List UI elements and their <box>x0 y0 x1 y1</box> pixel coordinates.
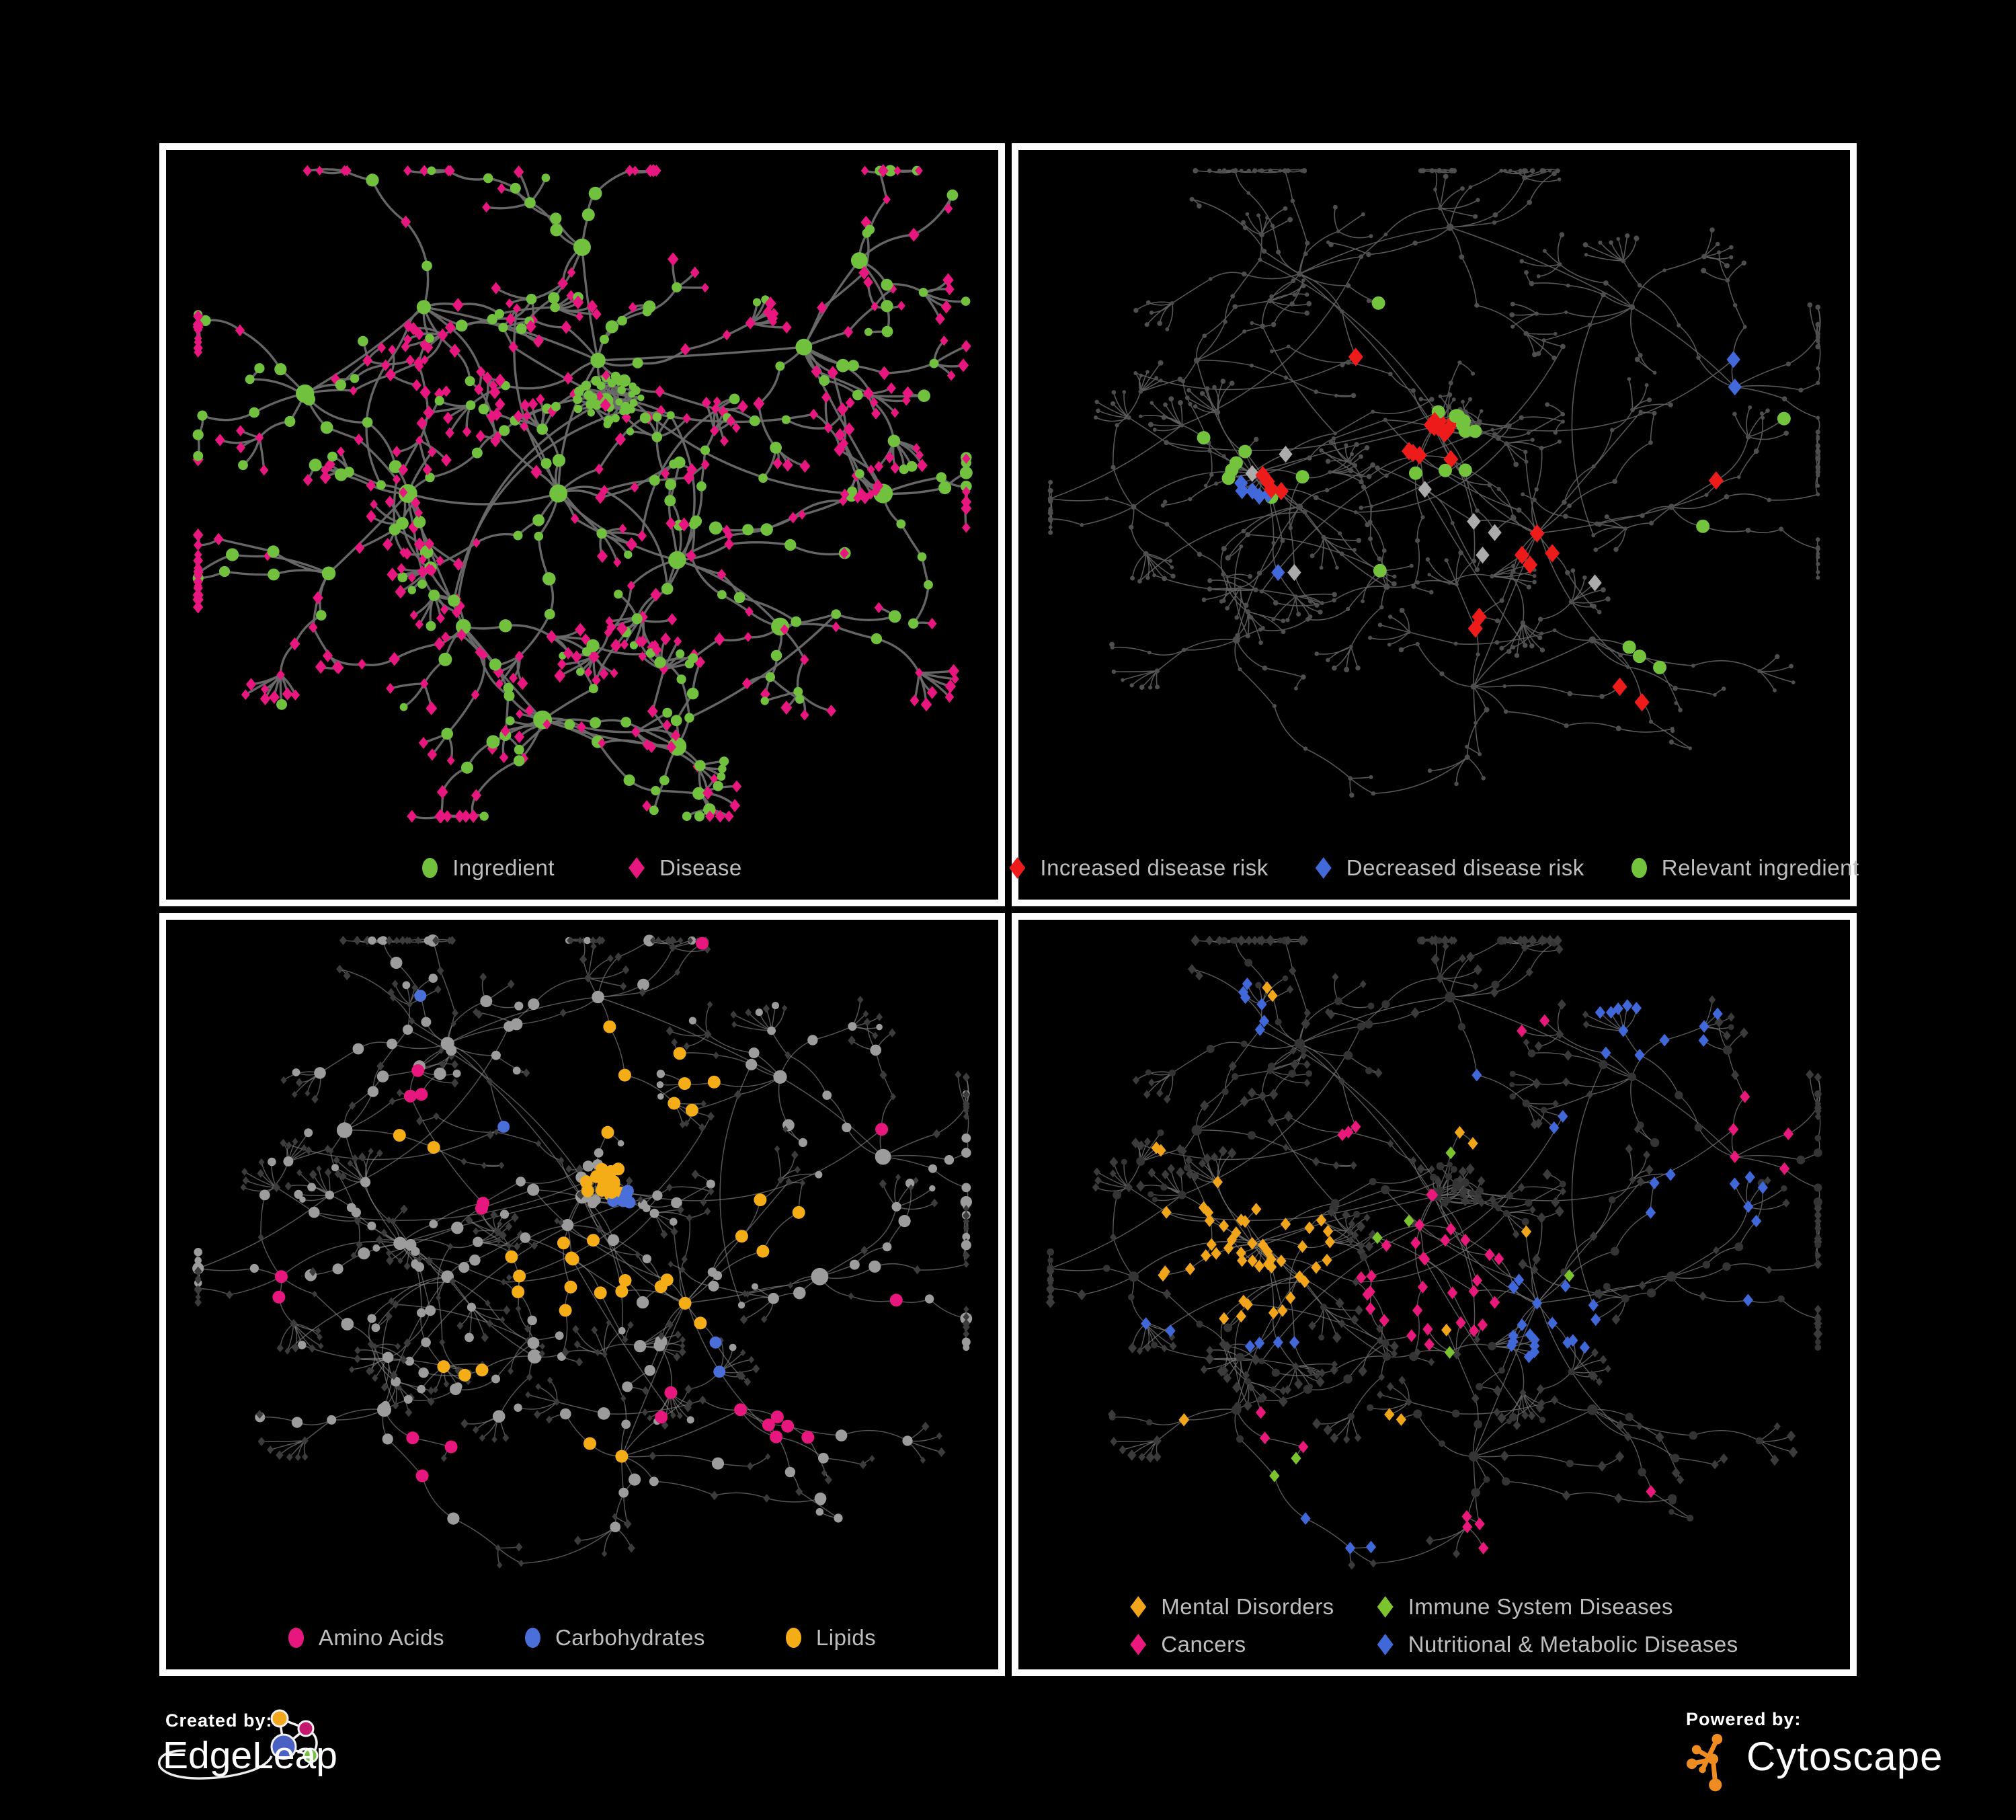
panel-nutrient-categories: Amino Acids Carbohydrates Lipids <box>159 913 1005 1676</box>
panel-disease-categories: Mental Disorders Immune System Diseases Ca… <box>1012 913 1857 1676</box>
relevant-ingredient-circle-icon <box>1631 858 1647 878</box>
mental-disorders-diamond-icon <box>1130 1596 1147 1618</box>
legend-item-increased-disease-risk: Increased disease risk <box>1009 855 1268 881</box>
created-by-label: Created by: <box>165 1710 273 1731</box>
legend-item-mental-disorders: Mental Disorders <box>1130 1594 1334 1620</box>
edgeleap-node-green <box>303 1747 319 1764</box>
powered-by-label: Powered by: <box>1686 1709 1802 1729</box>
legend-disease-categories: Mental Disorders Immune System Diseases Ca… <box>1018 1594 1850 1657</box>
lipids-circle-icon <box>785 1628 801 1648</box>
legend-label: Carbohydrates <box>555 1625 705 1650</box>
legend-item-cancers: Cancers <box>1130 1632 1334 1657</box>
disease-categories-network <box>1045 935 1823 1570</box>
increased-disease-risk-diamond-icon <box>1009 857 1026 879</box>
legend-label: Lipids <box>815 1625 877 1650</box>
cancers-diamond-icon <box>1130 1634 1147 1655</box>
legend-item-disease: Disease <box>629 855 742 881</box>
decreased-disease-risk-diamond-icon <box>1315 857 1332 879</box>
cytoscape-brand: Cytoscape <box>1746 1734 1943 1779</box>
legend-item-carbohydrates: Carbohydrates <box>524 1625 705 1651</box>
legend-item-amino-acids: Amino Acids <box>288 1625 444 1651</box>
legend-label: Ingredient <box>452 855 555 880</box>
legend-label: Increased disease risk <box>1040 855 1268 880</box>
edgeleap-credit: Created by: EdgeLeap <box>156 1706 411 1820</box>
legend-label: Immune System Diseases <box>1408 1594 1673 1619</box>
panel-disease-risk: Increased disease risk Decreased disease … <box>1009 143 1859 906</box>
legend-item-relevant-ingredient: Relevant ingredient <box>1631 855 1859 881</box>
amino-acids-circle-icon <box>288 1628 304 1648</box>
nutrient-categories-network <box>192 934 973 1569</box>
carbohydrates-circle-icon <box>524 1628 540 1648</box>
cytoscape-icon-nodes <box>1686 1733 1723 1792</box>
legend-item-decreased-disease-risk: Decreased disease risk <box>1315 855 1584 881</box>
legend-label: Cancers <box>1161 1632 1246 1657</box>
legend-nutrient-categories: Amino Acids Carbohydrates Lipids <box>166 1625 998 1651</box>
legend-label: Amino Acids <box>318 1625 444 1650</box>
legend-label: Nutritional & Metabolic Diseases <box>1408 1632 1738 1657</box>
legend-ingredient-disease: Ingredient Disease <box>166 855 998 881</box>
legend-label: Mental Disorders <box>1161 1594 1334 1619</box>
edgeleap-node-blue <box>270 1733 297 1760</box>
edgeleap-swoosh <box>158 1749 273 1780</box>
edgeleap-brand: EdgeLeap <box>163 1734 337 1777</box>
legend-item-immune-system-diseases: Immune System Diseases <box>1377 1594 1738 1620</box>
legend-item-nutritional-metabolic-diseases: Nutritional & Metabolic Diseases <box>1377 1632 1738 1657</box>
legend-disease-risk: Increased disease risk Decreased disease … <box>1009 855 1859 881</box>
cytoscape-credit: Powered by: Cytoscape <box>1681 1708 1990 1802</box>
ingredient-circle-icon <box>422 858 438 878</box>
immune-system-diseases-diamond-icon <box>1377 1596 1394 1618</box>
legend-item-lipids: Lipids <box>785 1625 877 1651</box>
disease-risk-network <box>1047 167 1821 798</box>
edgeleap-node-orange <box>270 1709 289 1728</box>
legend-item-ingredient: Ingredient <box>422 855 555 881</box>
edgeleap-logo-icon <box>158 1709 319 1780</box>
disease-diamond-icon <box>629 857 645 879</box>
legend-label: Relevant ingredient <box>1661 855 1859 880</box>
cytoscape-logo-icon <box>1686 1733 1723 1792</box>
legend-label: Decreased disease risk <box>1346 855 1584 880</box>
panel-ingredient-disease: Ingredient Disease <box>159 143 1005 906</box>
ingredient-disease-network <box>192 164 973 824</box>
nutritional-metabolic-diseases-diamond-icon <box>1377 1634 1394 1655</box>
edgeleap-node-magenta <box>297 1720 315 1737</box>
legend-label: Disease <box>659 855 742 880</box>
